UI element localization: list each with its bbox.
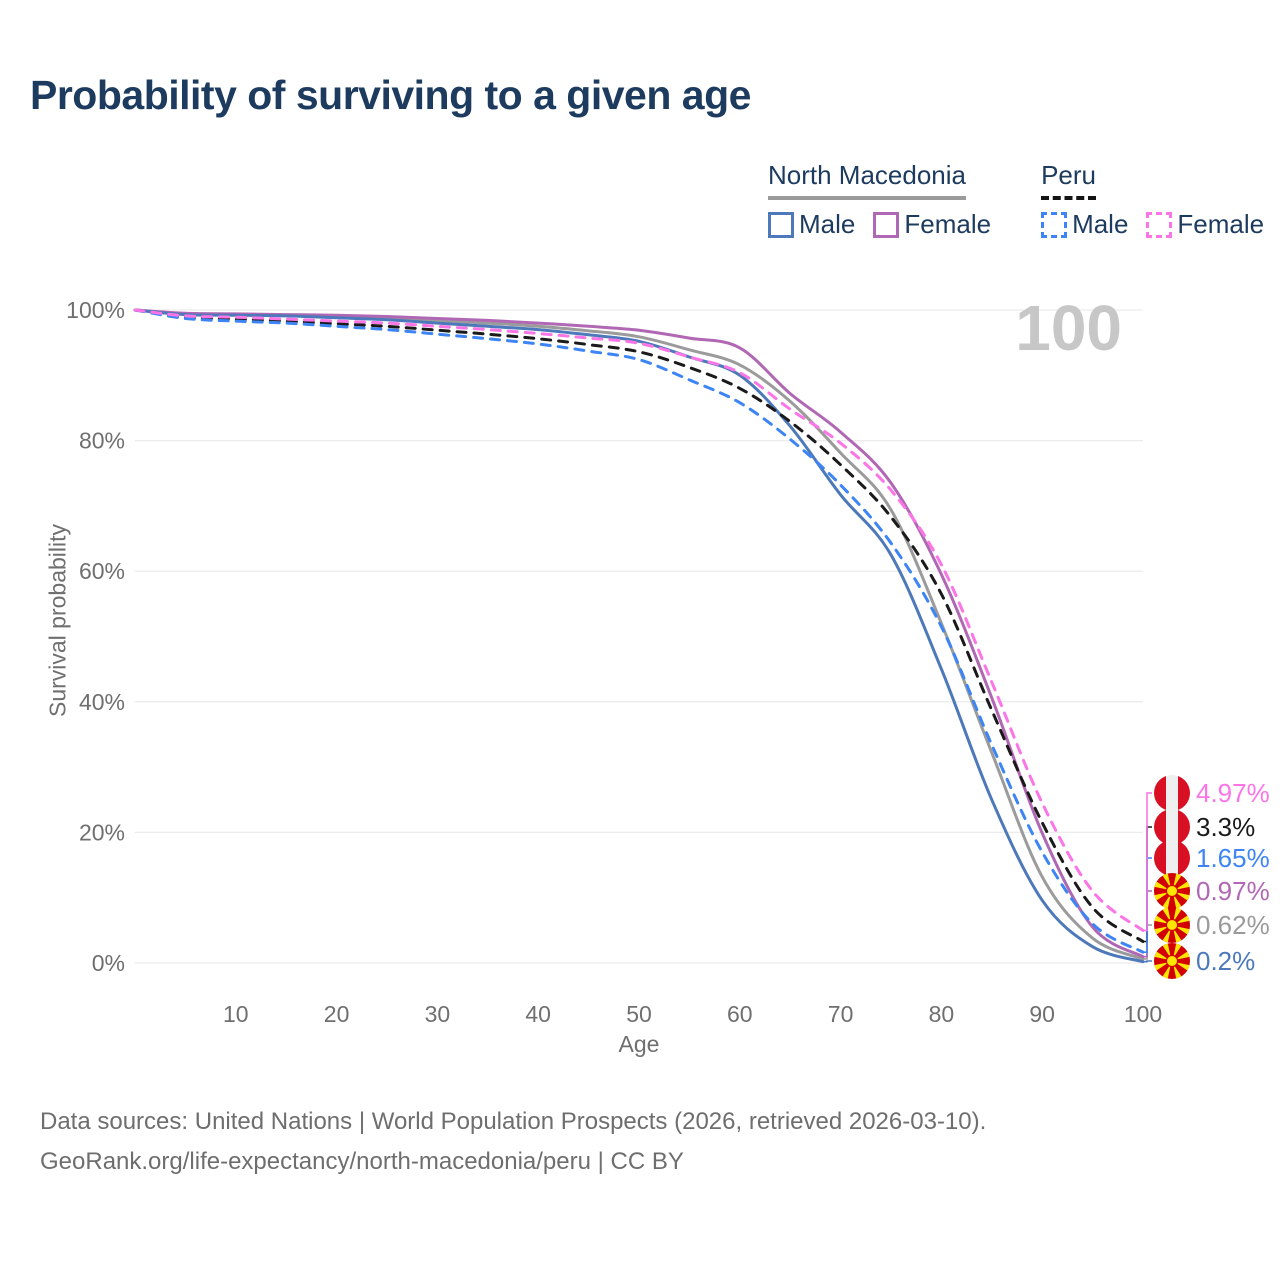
series-line-peru-female [133, 308, 1145, 932]
legend-swatch-peru-male [1041, 211, 1068, 238]
peru-flag-icon [1154, 809, 1190, 845]
series-line-nm-female [133, 308, 1145, 959]
end-label-value: 0.62% [1196, 909, 1270, 940]
x-tick-label: 80 [929, 1001, 955, 1027]
end-label-nm-female: 0.97% [1154, 873, 1270, 909]
legend-label: Male [799, 209, 856, 239]
y-axis-title: Survival probability [44, 523, 71, 718]
series-line-nm-male [133, 308, 1145, 964]
legend-country-north-macedonia[interactable]: North Macedonia [768, 160, 966, 200]
legend-label: Male [1072, 209, 1129, 239]
legend-swatch-nm-male [768, 211, 794, 238]
end-label-value: 0.2% [1196, 945, 1256, 976]
y-tick-label: 80% [79, 428, 125, 454]
legend: North Macedonia Male Female Peru Male Female [768, 160, 1264, 240]
legend-group-north-macedonia: North Macedonia Male Female [768, 160, 991, 240]
x-tick-label: 90 [1029, 1001, 1055, 1027]
x-tick-label: 30 [425, 1001, 451, 1027]
end-label-nm-total: 0.62% [1154, 907, 1270, 943]
page-title: Probability of surviving to a given age [30, 72, 751, 118]
end-label-peru-female: 4.97% [1154, 775, 1270, 811]
series-line-peru-male [133, 308, 1145, 954]
legend-country-peru[interactable]: Peru [1041, 160, 1096, 200]
x-tick-label: 50 [626, 1001, 652, 1027]
end-label-value: 1.65% [1196, 842, 1270, 873]
peru-flag-icon [1154, 840, 1190, 876]
x-tick-label: 20 [324, 1001, 350, 1027]
series-line-peru-total [133, 308, 1145, 943]
north-macedonia-flag-icon [1154, 907, 1190, 943]
legend-item-peru-female[interactable]: Female [1146, 209, 1264, 240]
y-tick-label: 60% [79, 558, 125, 584]
end-label-value: 4.97% [1196, 777, 1270, 808]
legend-swatch-nm-female [873, 211, 900, 238]
end-label-value: 3.3% [1196, 811, 1256, 842]
north-macedonia-flag-icon [1154, 873, 1190, 909]
y-tick-label: 40% [79, 689, 125, 715]
x-tick-label: 70 [828, 1001, 854, 1027]
legend-swatch-peru-female [1146, 211, 1173, 238]
north-macedonia-flag-icon [1154, 943, 1190, 979]
legend-group-peru: Peru Male Female [1041, 160, 1264, 240]
end-label-peru-male: 1.65% [1154, 840, 1270, 876]
y-tick-label: 20% [79, 819, 125, 845]
age-watermark: 100 [1015, 292, 1122, 364]
series-line-nm-total [133, 308, 1145, 961]
footer-attribution: GeoRank.org/life-expectancy/north-macedo… [40, 1148, 684, 1175]
legend-item-nm-male[interactable]: Male [768, 209, 855, 240]
leader-line-nm-male [1143, 960, 1152, 963]
footer-sources: Data sources: United Nations | World Pop… [40, 1108, 987, 1135]
y-tick-label: 100% [66, 297, 125, 323]
x-tick-label: 100 [1124, 1001, 1162, 1027]
legend-label: Female [1177, 209, 1265, 239]
x-tick-label: 10 [223, 1001, 249, 1027]
leader-line-peru-female [1143, 792, 1152, 932]
y-tick-label: 0% [92, 950, 125, 976]
end-label-value: 0.97% [1196, 875, 1270, 906]
legend-item-nm-female[interactable]: Female [873, 209, 991, 240]
end-label-peru-total: 3.3% [1154, 809, 1255, 845]
x-tick-label: 40 [525, 1001, 551, 1027]
peru-flag-icon [1154, 775, 1190, 811]
legend-label: Female [904, 209, 992, 239]
x-tick-label: 60 [727, 1001, 753, 1027]
end-label-nm-male: 0.2% [1154, 943, 1255, 979]
x-axis-title: Age [619, 1031, 660, 1057]
legend-item-peru-male[interactable]: Male [1041, 209, 1128, 240]
